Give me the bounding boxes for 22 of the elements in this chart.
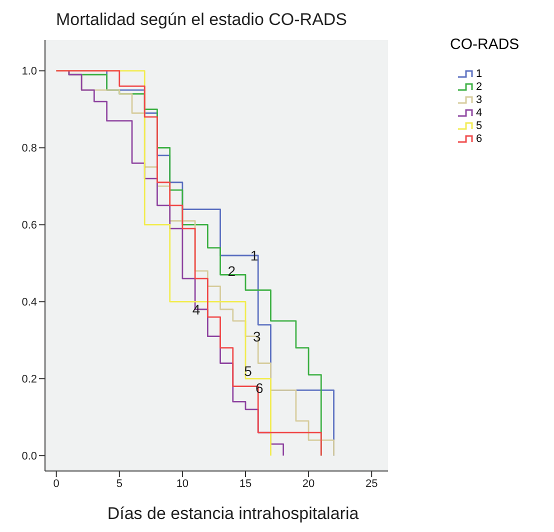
chart-title: Mortalidad según el estadio CO-RADS bbox=[56, 10, 348, 30]
x-axis-title: Días de estancia intrahospitalaria bbox=[106, 504, 360, 524]
y-tick-label: 0.2 bbox=[22, 374, 37, 386]
legend-label: 1 bbox=[476, 68, 482, 80]
legend-label: 2 bbox=[476, 80, 482, 92]
y-tick-label: 0.6 bbox=[22, 220, 37, 232]
x-tick-label: 15 bbox=[239, 478, 252, 490]
legend-label: 6 bbox=[476, 132, 482, 144]
legend-title: CO-RADS bbox=[450, 36, 520, 53]
x-tick-label: 5 bbox=[116, 478, 122, 490]
y-tick-label: 1.0 bbox=[22, 66, 37, 78]
legend-label: 3 bbox=[476, 94, 482, 106]
y-tick-label: 0.4 bbox=[22, 296, 37, 309]
x-tick-label: 10 bbox=[176, 478, 189, 490]
y-tick-label: 0.8 bbox=[22, 142, 37, 155]
annotation: 3 bbox=[252, 328, 261, 344]
x-tick-label: 20 bbox=[302, 478, 315, 490]
legend-label: 5 bbox=[476, 120, 482, 132]
x-tick-label: 25 bbox=[365, 478, 378, 490]
x-tick-label: 0 bbox=[53, 478, 60, 490]
legend-label: 4 bbox=[476, 106, 482, 118]
y-tick-label: 0.0 bbox=[22, 450, 37, 463]
